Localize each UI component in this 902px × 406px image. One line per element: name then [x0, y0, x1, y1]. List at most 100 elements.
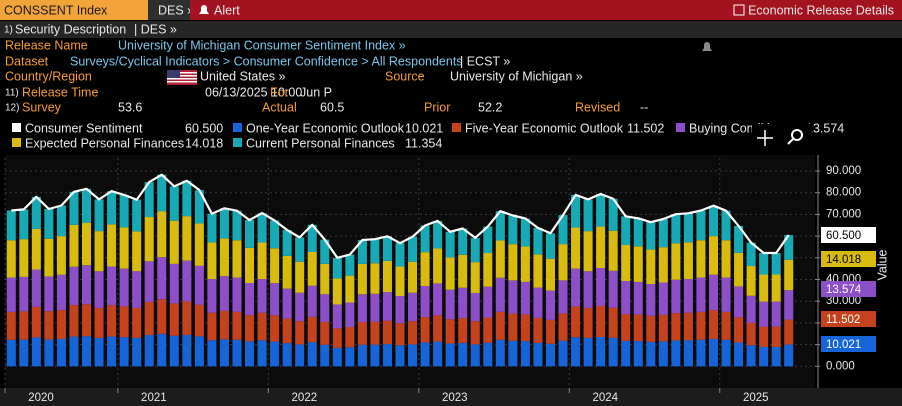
bar-segment — [746, 266, 756, 296]
security[interactable]: Security Description — [15, 22, 126, 36]
bar-segment — [81, 188, 92, 223]
bar-segment — [357, 263, 367, 295]
bar-segment — [119, 337, 129, 367]
bar-segment — [345, 327, 355, 348]
bar-segment — [132, 199, 142, 232]
bar-segment — [433, 341, 443, 367]
crosshair-tool[interactable] — [757, 130, 773, 146]
source[interactable]: University of Michigan » — [450, 69, 583, 83]
bar-segment — [6, 277, 16, 312]
bar-segment — [157, 333, 167, 367]
bar-segment — [257, 312, 267, 341]
bar-segment — [395, 243, 405, 267]
bar-segment — [558, 244, 568, 281]
bar-segment — [194, 265, 204, 305]
dataset-code[interactable]: | ECST » — [460, 54, 510, 68]
bell-icon[interactable] — [702, 42, 712, 51]
bar-segment — [759, 301, 769, 327]
period: Jun P — [300, 85, 332, 99]
bar-segment — [295, 344, 305, 367]
legend-value: 13.574 — [806, 121, 844, 135]
bar-segment — [571, 306, 581, 338]
security-des[interactable]: | DES » — [134, 22, 177, 36]
bar-segment — [182, 334, 192, 367]
bar-segment — [370, 293, 380, 322]
dataset-path[interactable]: Surveys/Cyclical Indicators > Consumer C… — [70, 54, 463, 68]
bar-segment — [508, 280, 518, 314]
bar-segment — [69, 224, 79, 267]
field-label: Survey — [22, 100, 62, 114]
bar-segment — [382, 236, 392, 261]
bar-segment — [19, 339, 29, 367]
bar-segment — [621, 245, 631, 282]
bar-segment — [696, 311, 706, 340]
bar-segment — [345, 275, 355, 303]
bar-segment — [119, 306, 129, 338]
bar-segment — [382, 292, 392, 321]
bar-segment — [232, 240, 242, 278]
bar-segment — [596, 268, 606, 306]
bar-segment — [332, 328, 342, 348]
bar-segment — [633, 281, 643, 315]
bar-segment — [470, 321, 480, 345]
legend-label: Current Personal Finances — [246, 136, 395, 150]
bar-segment — [270, 248, 280, 284]
bar-segment — [759, 274, 769, 302]
bar-segment — [19, 311, 29, 340]
ticker-tab[interactable] — [0, 0, 148, 20]
last-value-label: 13.574 — [826, 284, 862, 296]
zoom-tool[interactable] — [791, 129, 803, 141]
bar-segment — [583, 231, 593, 272]
x-tick-label: 2021 — [141, 392, 167, 404]
bar-segment — [357, 294, 367, 323]
details[interactable]: Economic Release Details — [748, 3, 894, 17]
line — [11, 173, 790, 259]
bar-segment — [144, 261, 154, 302]
bar-segment — [420, 286, 430, 318]
bar-segment — [558, 215, 568, 245]
bar-segment — [445, 343, 455, 367]
bar-segment — [395, 323, 405, 346]
alert-bar[interactable] — [190, 0, 902, 20]
x-tick-label: 2024 — [592, 392, 618, 404]
zoom-tool-handle[interactable] — [787, 138, 794, 145]
bar-segment — [81, 222, 92, 266]
bar-segment — [169, 335, 179, 367]
bar-segment — [332, 347, 342, 367]
bar-segment — [56, 205, 66, 237]
bar-segment — [144, 335, 154, 367]
legend-value: 10.021 — [405, 121, 443, 135]
legend-value: 60.500 — [185, 121, 223, 135]
release-name[interactable]: University of Michigan Consumer Sentimen… — [118, 38, 406, 52]
bar-segment — [470, 292, 480, 322]
bar-segment — [608, 198, 618, 231]
legend-label: Consumer Sentiment — [25, 121, 143, 135]
bar-segment — [81, 304, 92, 337]
bar-segment — [545, 233, 555, 259]
bar-segment — [483, 342, 493, 367]
bar-segment — [596, 305, 606, 338]
bar-segment — [558, 280, 568, 314]
bar-segment — [282, 318, 292, 344]
des-tab[interactable] — [148, 0, 190, 20]
legend-swatch — [233, 138, 242, 147]
bar-segment — [245, 247, 255, 283]
bar-segment — [370, 321, 380, 345]
bar-segment — [721, 311, 731, 340]
field-label: Source — [385, 69, 425, 83]
bar-segment — [533, 317, 543, 343]
bar-segment — [696, 277, 706, 312]
country[interactable]: United States » — [200, 69, 286, 83]
alert: Alert — [214, 3, 240, 17]
bar-segment — [508, 215, 518, 245]
bar-segment — [708, 274, 719, 311]
legend-value: 11.502 — [627, 121, 664, 135]
legend-swatch — [12, 138, 21, 147]
security-bar — [0, 21, 902, 38]
bar-segment — [94, 199, 104, 232]
bar-segment — [608, 230, 618, 271]
bar-segment — [219, 339, 229, 367]
bar-segment — [232, 210, 242, 241]
bar-segment — [69, 336, 79, 367]
